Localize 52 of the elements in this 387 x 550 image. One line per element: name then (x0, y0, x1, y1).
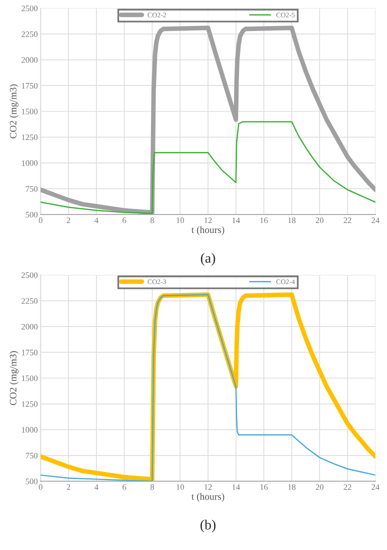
x-tick-label: 14 (232, 484, 240, 490)
x-tick-label: 6 (122, 484, 126, 490)
x-tick-label: 12 (204, 484, 212, 490)
x-tick-label: 14 (232, 218, 240, 224)
x-tick-label: 22 (344, 218, 352, 224)
x-tick-label: 10 (176, 218, 184, 224)
x-tick-label: 8 (150, 484, 154, 490)
x-tick-label: 2 (66, 484, 70, 490)
x-tick-label: 8 (150, 218, 154, 224)
y-tick-label: 2250 (22, 298, 38, 304)
x-tick-label: 2 (66, 218, 70, 224)
y-tick-label: 500 (26, 212, 38, 218)
x-axis-title: t (hours) (192, 226, 224, 236)
x-axis-title: t (hours) (192, 492, 224, 502)
x-tick-label: 18 (288, 484, 296, 490)
text: (b) (200, 520, 216, 532)
y-tick-label: 750 (26, 186, 38, 192)
x-tick-label: 4 (94, 484, 98, 490)
y-tick-label: 1250 (22, 401, 38, 407)
line-series (40, 26, 376, 214)
x-tick-label: 22 (344, 484, 352, 490)
x-tick-label: 6 (122, 218, 126, 224)
y-tick-label: 500 (26, 478, 38, 484)
x-tick-label: 18 (288, 218, 296, 224)
y-tick-label: 1500 (22, 375, 38, 382)
y-tick-label: 1500 (22, 108, 38, 114)
x-tick-label: 16 (260, 218, 268, 224)
x-tick-label: 24 (372, 218, 380, 224)
y-tick-label: 1750 (22, 82, 38, 89)
y-tick-label: 750 (26, 452, 38, 458)
y-tick-label: 1750 (22, 350, 38, 356)
text: (a) (200, 253, 216, 266)
y-tick-label: 1000 (22, 427, 38, 433)
y-tick-label: 2500 (22, 6, 38, 12)
x-tick-label: 0 (38, 484, 42, 490)
x-tick-label: 16 (260, 484, 268, 490)
x-tick-label: 20 (316, 484, 324, 490)
x-tick-label: 0 (38, 218, 42, 224)
y-tick-label: 2500 (22, 272, 38, 278)
y-tick-label: 2000 (22, 57, 38, 63)
y-tick-label: 2000 (22, 324, 38, 330)
line-series (40, 121, 376, 214)
y-tick-label: 1000 (22, 160, 38, 166)
x-tick-label: 20 (316, 218, 324, 224)
y-tick-label: 1250 (22, 134, 38, 140)
x-tick-label: 4 (94, 218, 98, 224)
y-axis-title: CO2 (mg/m3) (10, 84, 18, 138)
x-tick-label: 12 (204, 218, 212, 224)
x-tick-label: 10 (176, 484, 184, 490)
y-tick-label: 2250 (22, 31, 38, 38)
x-tick-label: 24 (372, 484, 380, 490)
y-axis-title: CO2 (mg/m3) (10, 351, 18, 406)
